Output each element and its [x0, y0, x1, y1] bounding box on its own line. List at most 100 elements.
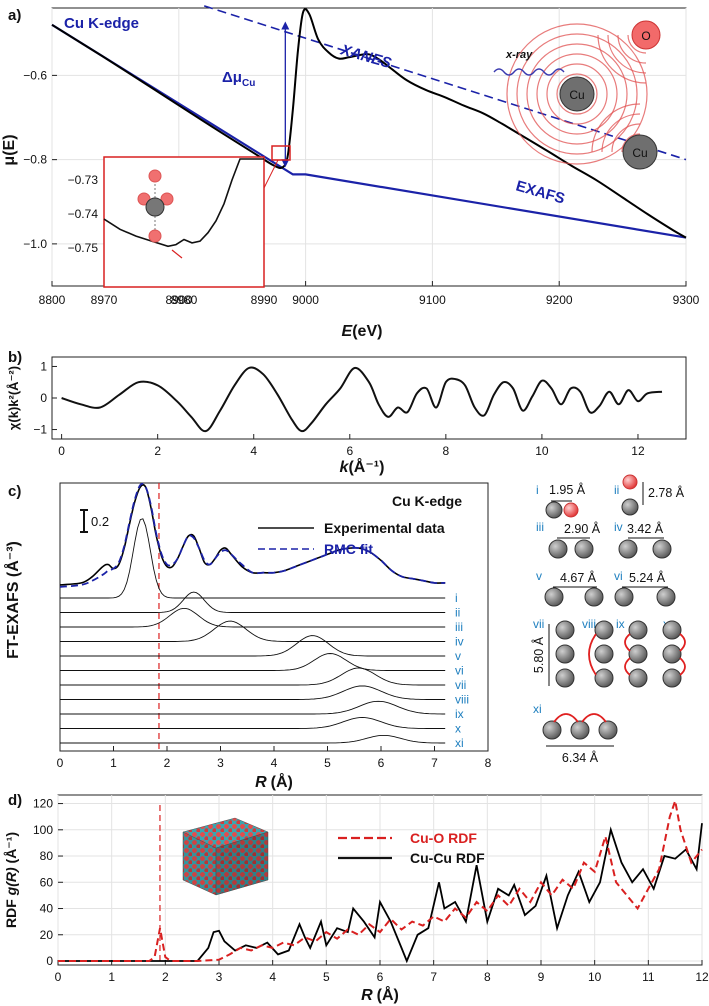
zoom-connector: [263, 159, 279, 189]
panel-label-a: a): [8, 7, 21, 24]
component-label-ii: ii: [455, 606, 460, 620]
inset-pointer-arrow: [171, 249, 183, 259]
panel-d-grid: [57, 795, 703, 965]
inset-ticklabel-y-1: −0.74: [68, 207, 99, 221]
path-vi-distance: 5.24 Å: [629, 570, 666, 585]
d-ticklabel-y-120: 120: [33, 797, 53, 811]
delta-mu-arrow-head-bottom: [281, 159, 290, 168]
component-label-xi: xi: [455, 736, 464, 750]
d-ticklabel-x-1: 1: [108, 970, 115, 984]
d-ticklabel-x-5: 5: [323, 970, 330, 984]
ticklabel-x-9000: 9000: [292, 293, 319, 307]
c-ticklabel-x-1: 1: [110, 756, 117, 770]
scatter-ring-o-2: [607, 34, 647, 74]
scatter-ring-cu-4: [516, 33, 638, 155]
ticklabel-x-8900: 8900: [165, 293, 192, 307]
d-ticklabel-x-12: 12: [695, 970, 709, 984]
path-i-distance: 1.95 Å: [549, 482, 586, 497]
inset-ticklabel-y-0: −0.75: [68, 241, 99, 255]
inset-curve: [103, 158, 264, 248]
path-xi-distance: 6.34 Å: [562, 750, 599, 765]
mu-e-curve: [51, 8, 687, 239]
ticklabel-x-9200: 9200: [546, 293, 573, 307]
b-ticklabel-y-2: 1: [40, 359, 47, 373]
c-ticklabel-x-6: 6: [378, 756, 385, 770]
scatter-ring-o-1: [617, 34, 647, 64]
ticklabel-x-8800: 8800: [39, 293, 66, 307]
b-ticklabel-x-2: 2: [154, 444, 161, 458]
path-vii-label: vii: [533, 617, 544, 631]
delta-mu-arrow: [281, 21, 290, 168]
scale-bar: 0.2: [80, 509, 109, 533]
d-ticklabel-x-2: 2: [162, 970, 169, 984]
panel-a-lines: [51, 5, 687, 239]
nanoparticle-cube-illustration: [182, 817, 269, 896]
inset-ticklabel-x-8990: 8990: [251, 293, 278, 307]
component-viii: [60, 685, 446, 700]
component-label-vii: vii: [455, 678, 466, 692]
path-viii-label: viii: [582, 617, 596, 631]
component-label-vi: vi: [455, 664, 464, 678]
xray-wave: [493, 68, 565, 76]
o-atom-bottom: [148, 229, 162, 243]
scatter-ring-cu2-1: [611, 123, 641, 153]
path-v-label: v: [536, 569, 542, 583]
o-atom-label: O: [641, 29, 650, 43]
cu-atom-center: [145, 197, 165, 217]
component-iii: [60, 607, 446, 628]
xanes-reference-line: [203, 5, 687, 161]
component-ix: [60, 700, 446, 715]
ticklabel-y-2: −0.6: [23, 68, 47, 82]
scatter-ring-o-0: [627, 34, 647, 54]
inset-ticklabel-x-8980: 8980: [171, 293, 198, 307]
component-vi: [60, 653, 446, 671]
scatter-ring-cu-1: [546, 63, 608, 125]
c-ticklabel-x-8: 8: [485, 756, 492, 770]
d-ticklabel-x-7: 7: [430, 970, 437, 984]
d-ticklabel-y-20: 20: [40, 928, 54, 942]
scatter-ring-cu-5: [506, 23, 648, 165]
panel-a-ylabel: μ(E): [1, 134, 18, 165]
o-atom-right: [160, 192, 174, 206]
d-ticklabel-y-100: 100: [33, 823, 53, 837]
component-x: [60, 717, 446, 729]
o-atom: [631, 20, 661, 50]
panel-b: b) 0 2 4 6 8 10 12 −1 0 1 χ(k)k²(Å⁻²) k(Å⁻¹): [6, 349, 687, 476]
b-ticklabel-x-10: 10: [535, 444, 549, 458]
b-ticklabel-x-8: 8: [443, 444, 450, 458]
panel-c-xlabel: R (Å): [255, 772, 293, 791]
c-ticklabel-x-5: 5: [324, 756, 331, 770]
d-ticklabel-y-80: 80: [40, 849, 54, 863]
cu-atom-1: [559, 76, 595, 112]
path-v-distance: 4.67 Å: [560, 570, 597, 585]
panel-d-lines: [58, 796, 703, 964]
panel-a-title: Cu K-edge: [64, 15, 139, 32]
c-ticklabel-x-3: 3: [217, 756, 224, 770]
cu-atom-2-label: Cu: [632, 146, 647, 160]
inset-molecule: [137, 169, 174, 243]
b-ticklabel-x-0: 0: [58, 444, 65, 458]
component-ii: [60, 591, 446, 613]
b-ticklabel-x-6: 6: [346, 444, 353, 458]
panel-a: a) 8800 8900 9000 9100 9200 9300−1.0−0.8−0.6 …: [1, 5, 700, 340]
path-ii-distance: 2.78 Å: [648, 485, 685, 500]
path-ii-label: ii: [614, 483, 619, 497]
d-ticklabel-x-11: 11: [642, 970, 655, 984]
panel-c-lines: [59, 482, 446, 588]
inset-frame: [103, 156, 265, 288]
scatter-ring-cu-3: [526, 43, 628, 145]
zoom-box: [271, 145, 291, 161]
b-ticklabel-y-0: −1: [33, 423, 47, 437]
delta-mu-label: ΔμCu: [222, 69, 255, 89]
scatter-ring-o-3: [597, 34, 647, 84]
component-label-viii: viii: [455, 693, 469, 707]
d-ticklabel-x-10: 10: [588, 970, 602, 984]
panel-b-frame: [51, 356, 687, 440]
c-ticklabel-x-7: 7: [431, 756, 438, 770]
path-xi-label: xi: [533, 702, 542, 716]
cu-o-rdf-curve: [58, 796, 703, 962]
scatter-ring-cu2-2: [601, 113, 641, 153]
